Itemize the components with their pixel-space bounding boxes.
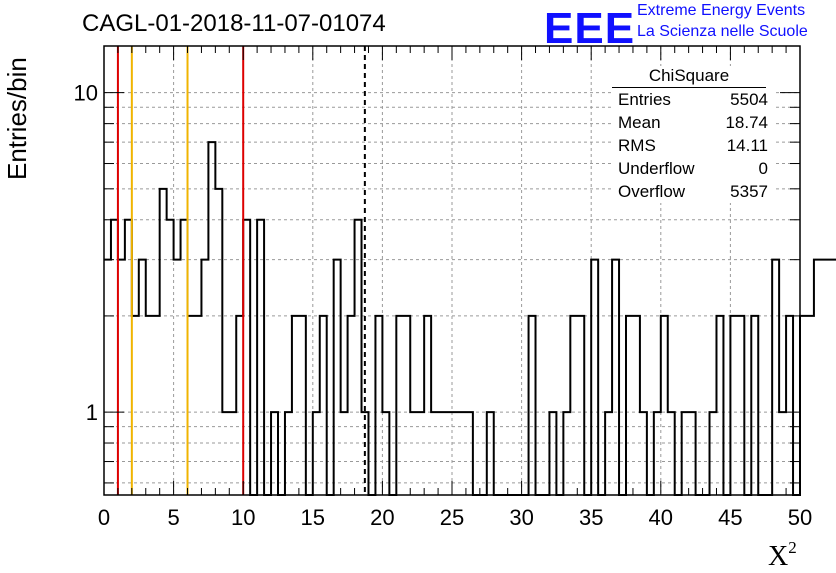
stats-value: 5504 (730, 90, 768, 109)
stats-value: 5357 (730, 182, 768, 201)
x-tick-label: 10 (231, 505, 255, 530)
eee-logo: EEE (544, 4, 636, 53)
y-axis-label: Entries/bin (2, 57, 32, 180)
x-tick-label: 30 (509, 505, 533, 530)
x-tick-label: 0 (98, 505, 110, 530)
stats-row-underflow: Underflow 0 (612, 157, 774, 180)
reference-lines (116, 46, 366, 495)
histogram-series (104, 141, 836, 496)
histogram-outline (104, 141, 836, 496)
tick-marks: 0 5 10 15 20 25 30 35 40 45 50 1 10 (74, 46, 812, 530)
x-tick-label: 35 (579, 505, 603, 530)
stats-label: Mean (618, 113, 661, 132)
stats-value: 14.11 (726, 136, 768, 155)
stats-title: ChiSquare (612, 66, 766, 88)
stats-row-mean: Mean 18.74 (612, 111, 774, 134)
x-axis-label: X2 (768, 538, 797, 572)
logo-tagline-1: Extreme Energy Events (637, 2, 806, 19)
stats-row-overflow: Overflow 5357 (612, 180, 774, 203)
x-tick-label: 40 (649, 505, 673, 530)
x-tick-label: 15 (301, 505, 325, 530)
stats-value: 0 (758, 159, 768, 178)
logo-tagline-2: La Scienza nelle Scuole (637, 23, 808, 40)
stats-label: Overflow (618, 182, 686, 201)
stats-label: Underflow (618, 159, 695, 178)
stats-row-entries: Entries 5504 (612, 88, 774, 111)
y-tick-label: 10 (74, 81, 98, 106)
x-tick-label: 25 (440, 505, 464, 530)
x-tick-label: 5 (167, 505, 179, 530)
stats-value: 18.74 (725, 113, 768, 132)
x-tick-label: 45 (718, 505, 742, 530)
x-tick-label: 20 (370, 505, 394, 530)
x-tick-label: 50 (788, 505, 812, 530)
stats-label: Entries (618, 90, 671, 109)
y-tick-label: 1 (86, 400, 98, 425)
stats-box: ChiSquare Entries 5504 Mean 18.74 RMS 14.11 Un… (612, 66, 774, 203)
stats-row-rms: RMS 14.11 (612, 134, 774, 157)
stats-label: RMS (618, 136, 656, 155)
chart-title: CAGL-01-2018-11-07-01074 (82, 10, 386, 37)
